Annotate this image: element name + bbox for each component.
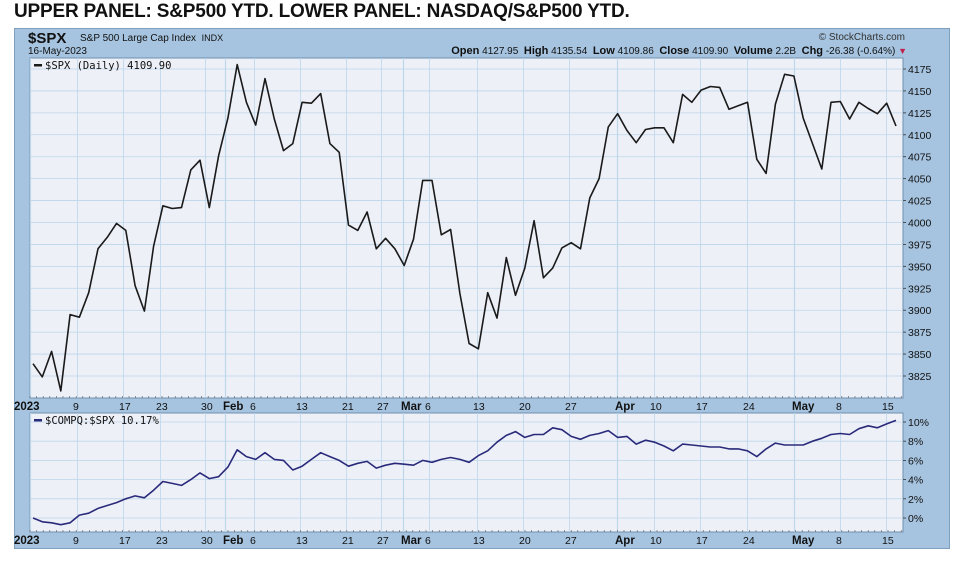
x-tick-label: 2023 [14,401,40,413]
exchange-label: INDX [201,33,224,43]
y-tick-label: 4100 [908,130,932,142]
page-title: UPPER PANEL: S&P500 YTD. LOWER PANEL: NA… [14,1,630,22]
y-tick-label: 2% [908,494,923,506]
x-tick-label: 8 [836,401,842,413]
x-tick-label: 24 [743,535,755,547]
x-tick-label: Apr [615,401,635,413]
x-tick-label: 27 [565,535,577,547]
x-tick-label: 6 [425,401,431,413]
legend-label: $SPX (Daily) 4109.90 [45,60,171,72]
x-tick-label: 6 [250,401,256,413]
series-line [32,63,897,392]
x-tick-label: Feb [223,535,243,547]
y-tick-label: 0% [908,513,923,525]
y-tick-label: 3825 [908,371,932,383]
credit: © StockCharts.com [818,32,905,43]
y-tick-label: 4175 [908,64,932,76]
x-tick-label: 13 [473,535,485,547]
x-tick-label: May [792,401,815,413]
y-tick-label: 3850 [908,349,932,361]
x-tick-label: Apr [615,535,635,547]
x-tick-label: Mar [401,401,422,413]
y-tick-label: 3950 [908,261,932,273]
quote-date: 16-May-2023 [28,46,87,57]
x-tick-label: 10 [650,535,662,547]
x-tick-label: 17 [696,535,708,547]
x-tick-label: 30 [201,535,213,547]
index-name: S&P 500 Large Cap Index INDX [80,33,223,44]
high-value: 4135.54 [551,46,588,57]
x-tick-label: 15 [882,401,894,413]
y-tick-label: 3925 [908,283,932,295]
upper-panel: 3825 3850 3875 3900 3925 3950 3975 4000 4025 4050… [29,57,932,399]
y-tick-label: 4125 [908,108,932,120]
y-tick-label: 10% [908,417,929,429]
legend-label: $COMPQ:$SPX 10.17% [45,415,159,427]
x-tick-label: Mar [401,535,422,547]
x-tick-label: 6 [250,535,256,547]
y-tick-label: 4025 [908,196,932,208]
volume-label: Volume [733,45,773,57]
y-tick-label: 3975 [908,239,932,251]
y-tick-label: 4000 [908,218,932,230]
x-tick-label: 30 [201,401,213,413]
x-tick-label: 27 [565,401,577,413]
close-label: Close [659,45,690,57]
x-tick-label: 13 [296,535,308,547]
lower-date-axis: 2023 9 17 23 30 Feb 6 13 21 27 Mar 6 13 20 27 Apr 10 17 24… [14,530,902,547]
x-tick-label: 8 [836,535,842,547]
close-value: 4109.90 [692,46,729,57]
y-tick-label: 3900 [908,305,932,317]
upper-date-axis: 2023 9 17 23 30 Feb 6 13 21 27 Mar 6 13 20 27 Apr 10 17 24… [14,396,902,413]
x-tick-label: 24 [743,401,755,413]
quote-summary: Open 4127.95 High 4135.54 Low 4109.86 Cl… [451,45,907,57]
x-tick-label: 2023 [14,535,40,547]
x-tick-label: 9 [73,535,79,547]
series-line [32,419,897,526]
x-tick-label: 17 [119,535,131,547]
open-label: Open [451,45,480,57]
x-tick-label: 20 [519,401,531,413]
high-label: High [523,45,549,57]
x-tick-label: 6 [425,535,431,547]
y-tick-label: 3875 [908,327,932,339]
x-tick-label: 23 [156,401,168,413]
x-tick-label: 10 [650,401,662,413]
x-tick-label: 27 [377,535,389,547]
x-tick-label: 9 [73,401,79,413]
x-tick-label: 27 [377,401,389,413]
y-tick-label: 4075 [908,152,932,164]
x-tick-label: May [792,535,815,547]
x-tick-label: 20 [519,535,531,547]
open-value: 4127.95 [482,46,519,57]
x-tick-label: 21 [342,535,354,547]
volume-value: 2.2B [775,46,797,57]
lower-panel: 0% 2% 4% 6% 8% 10% $COMPQ:$SPX 10.17% [29,412,929,533]
chg-value: -26.38 (-0.64%) [825,46,896,57]
x-tick-label: 17 [696,401,708,413]
x-tick-label: 23 [156,535,168,547]
x-tick-label: 15 [882,535,894,547]
down-triangle-icon: ▼ [898,46,907,56]
y-tick-label: 6% [908,455,923,467]
y-tick-label: 4050 [908,174,932,186]
x-tick-label: 13 [473,401,485,413]
y-tick-label: 8% [908,436,923,448]
x-tick-label: Feb [223,401,243,413]
x-tick-label: 13 [296,401,308,413]
x-tick-label: 17 [119,401,131,413]
low-value: 4109.86 [617,46,654,57]
x-tick-label: 21 [342,401,354,413]
symbol: $SPX [28,30,67,47]
index-name-text: S&P 500 Large Cap Index [80,33,197,44]
low-label: Low [592,45,615,57]
chg-label: Chg [801,45,824,57]
y-tick-label: 4150 [908,86,932,98]
y-tick-label: 4% [908,475,923,487]
